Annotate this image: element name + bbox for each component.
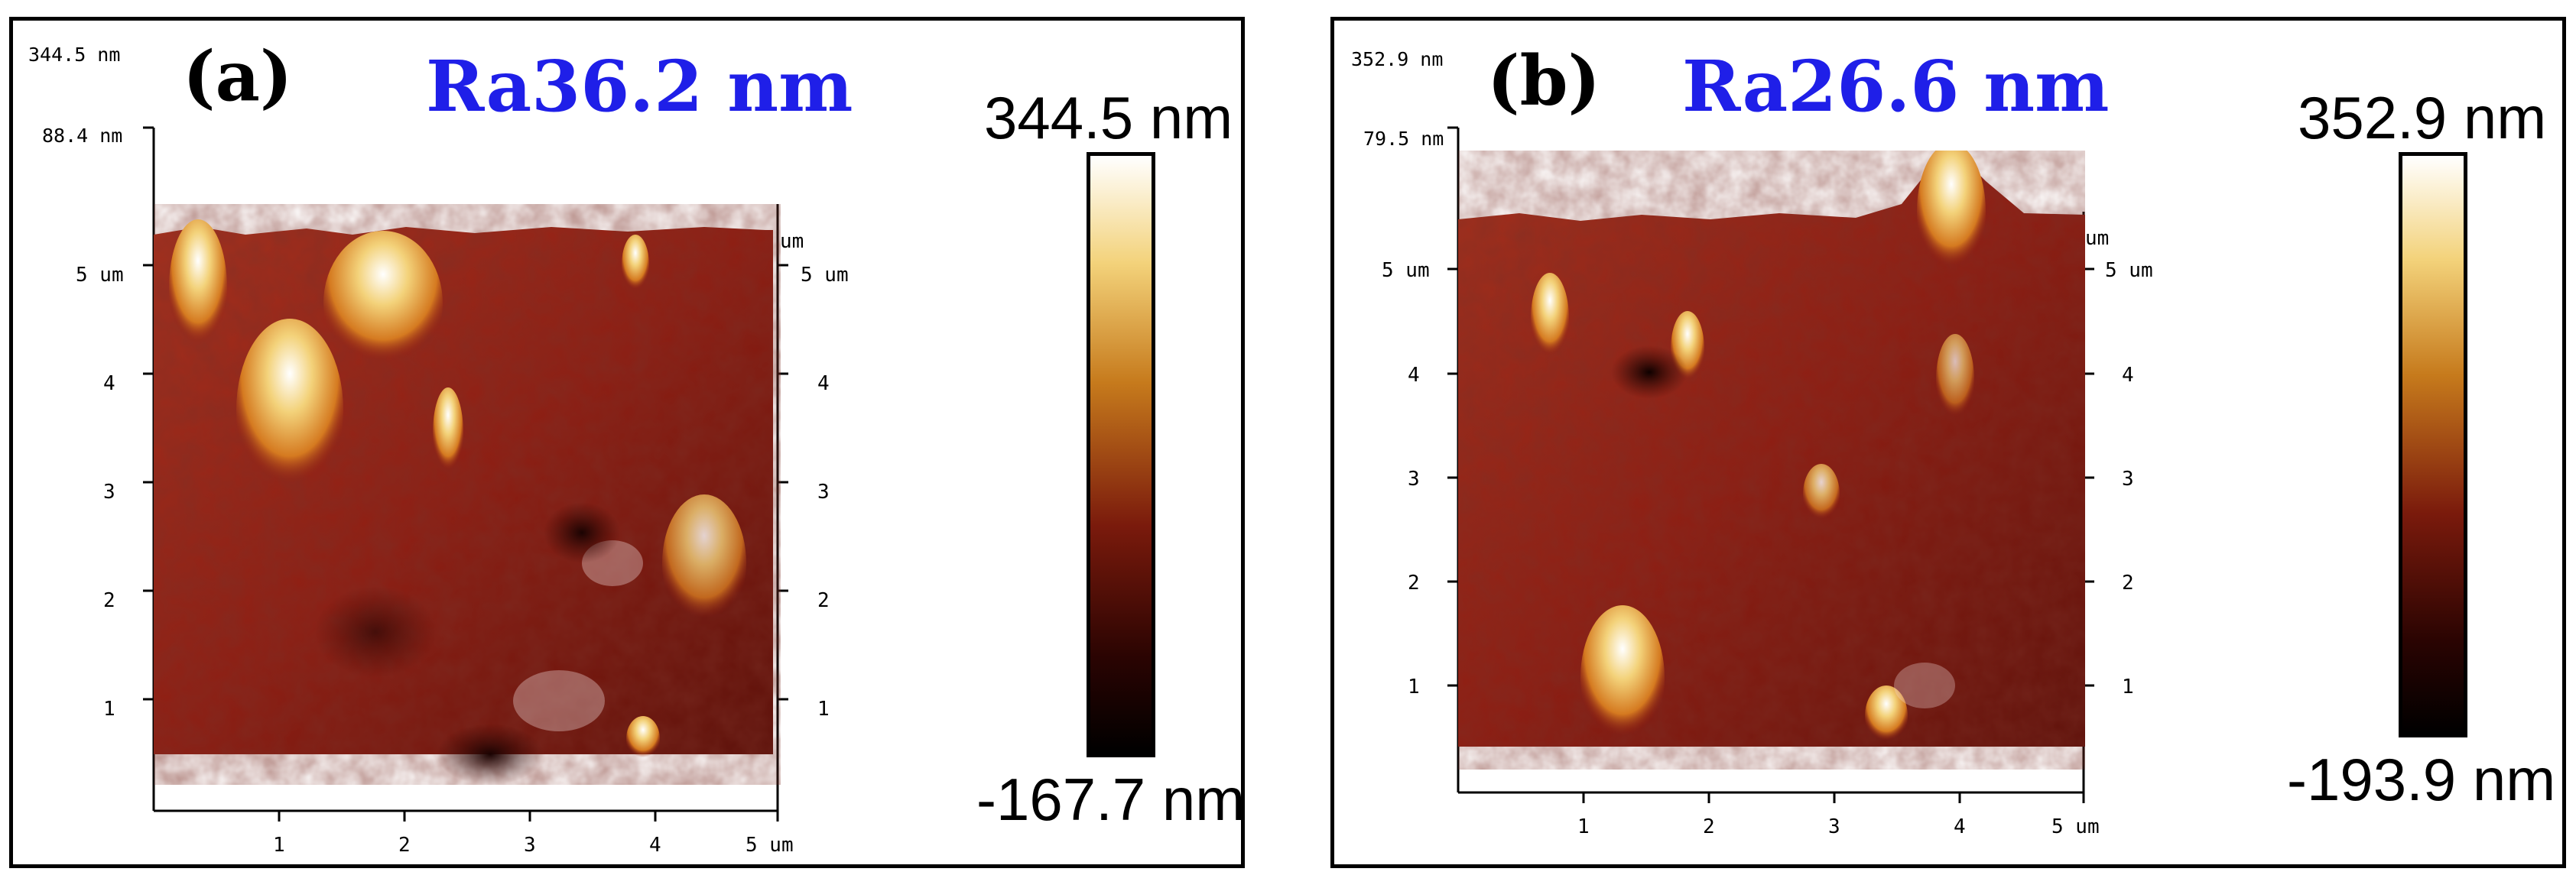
ra-label-b: Ra26.6 nm xyxy=(1682,45,2110,128)
color-scale-bar-b xyxy=(2399,152,2467,737)
x-tick-b-3: 3 xyxy=(1828,815,1840,838)
color-scale-bar-a xyxy=(1087,152,1155,757)
z-mid-small-b: 79.5 nm xyxy=(1363,128,1444,150)
right-y-tick-b-1: 1 xyxy=(2122,676,2134,698)
x-tick-a-1: 1 xyxy=(273,834,285,857)
right-y-tick-b-4: 4 xyxy=(2122,364,2134,387)
y-tick-b-1: 1 xyxy=(1408,676,1420,698)
y-unit-a: 5 um xyxy=(76,264,124,287)
ra-label-a: Ra36.2 nm xyxy=(426,45,853,128)
afm-panel-b: (b) Ra26.6 nm 352.9 nm 79.5 nm 5 um 4 3 … xyxy=(1330,17,2566,868)
x-tick-a-4: 4 xyxy=(649,834,661,857)
y-tick-b-2: 2 xyxy=(1408,572,1420,595)
scale-max-b: 352.9 nm xyxy=(2298,84,2547,151)
panel-label-b: (b) xyxy=(1487,41,1601,122)
x-tick-b-4: 4 xyxy=(1954,815,1966,838)
z-top-small-b: 352.9 nm xyxy=(1351,48,1444,70)
right-y-tick-a-3: 3 xyxy=(817,481,830,504)
right-y-tick-b-3: 3 xyxy=(2122,468,2134,491)
right-y-tick-a-1: 1 xyxy=(817,698,830,721)
afm-panel-a: (a) Ra36.2 nm 344.5 nm 88.4 nm 5 um 4 3 … xyxy=(9,17,1245,868)
afm-surface-a xyxy=(154,219,781,785)
y-tick-a-3: 3 xyxy=(103,481,115,504)
x-tick-a-2: 2 xyxy=(398,834,411,857)
x-unit-a: 5 um xyxy=(746,834,794,857)
z-top-small-a: 344.5 nm xyxy=(28,44,121,66)
right-unit-a: um xyxy=(780,230,804,253)
right-y-tick-a-4: 4 xyxy=(817,372,830,395)
z-mid-small-a: 88.4 nm xyxy=(42,125,123,147)
right-unit-b: um xyxy=(2085,227,2110,250)
right-y-tick-b-2: 2 xyxy=(2122,572,2134,595)
right-y-tick-a-2: 2 xyxy=(817,589,830,612)
y-tick-a-1: 1 xyxy=(103,698,115,721)
x-unit-b: 5 um xyxy=(2051,815,2100,838)
right-y-unit-b: 5 um xyxy=(2105,259,2153,282)
y-tick-a-4: 4 xyxy=(103,372,115,395)
scale-min-b: -193.9 nm xyxy=(2287,746,2556,813)
y-tick-a-2: 2 xyxy=(103,589,115,612)
scale-min-a: -167.7 nm xyxy=(976,766,1246,833)
x-tick-b-2: 2 xyxy=(1703,815,1715,838)
scale-max-a: 344.5 nm xyxy=(984,84,1233,151)
y-tick-b-4: 4 xyxy=(1408,364,1420,387)
afm-surface-b xyxy=(1458,151,2085,754)
y-unit-b: 5 um xyxy=(1382,259,1430,282)
right-y-unit-a: 5 um xyxy=(801,264,849,287)
y-tick-b-3: 3 xyxy=(1408,468,1420,491)
x-tick-a-3: 3 xyxy=(524,834,536,857)
x-tick-b-1: 1 xyxy=(1577,815,1590,838)
panel-label-a: (a) xyxy=(183,36,293,117)
